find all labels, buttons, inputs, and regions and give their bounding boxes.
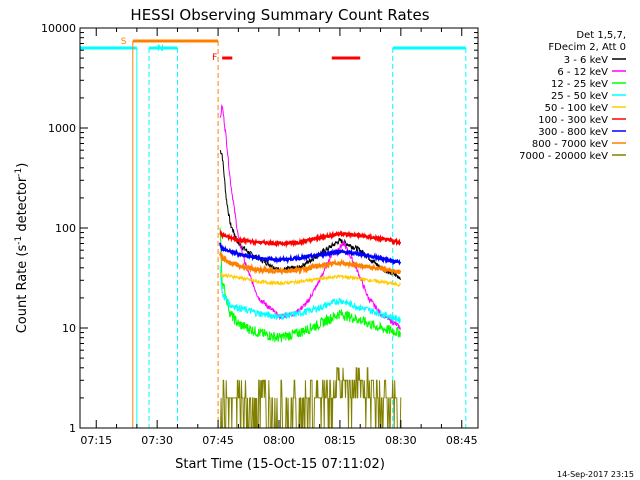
series-line <box>219 229 402 249</box>
marker-label-n: N <box>157 44 164 54</box>
footer-timestamp: 14-Sep-2017 23:15 <box>557 470 634 479</box>
plot-area: S N F 1 10 100 1000 10000 07:15 07:30 07:45 08:00 08… <box>41 22 479 447</box>
x-tick-label: 07:30 <box>141 434 173 447</box>
legend-label: 800 - 7000 keV <box>532 139 608 150</box>
series-line <box>219 104 401 331</box>
y-tick-label: 100 <box>55 222 76 235</box>
x-tick-label: 07:15 <box>80 434 112 447</box>
legend-label: 3 - 6 keV <box>564 55 608 66</box>
legend-label: 300 - 800 keV <box>538 127 608 138</box>
x-tick-label: 07:45 <box>202 434 234 447</box>
legend-header: FDecim 2, Att 0 <box>548 42 626 53</box>
x-tick-label: 08:30 <box>385 434 417 447</box>
series-line <box>219 149 401 281</box>
legend-header: Det 1,5,7, <box>576 30 626 41</box>
x-axis-label: Start Time (15-Oct-15 07:11:02) <box>175 457 385 472</box>
chart-title: HESSI Observing Summary Count Rates <box>130 6 429 24</box>
legend-label: 100 - 300 keV <box>538 115 608 126</box>
legend-label: 6 - 12 keV <box>557 67 608 78</box>
legend-label: 7000 - 20000 keV <box>519 151 608 162</box>
x-tick-label: 08:15 <box>324 434 356 447</box>
series-line <box>220 367 402 429</box>
series-line <box>219 265 401 324</box>
y-tick-label: 10000 <box>41 22 76 35</box>
series-line <box>219 242 402 266</box>
legend-label: 50 - 100 keV <box>545 103 609 114</box>
legend-label: 25 - 50 keV <box>551 91 608 102</box>
y-tick-label: 1000 <box>48 122 76 135</box>
marker-label-f: F <box>212 53 217 63</box>
series-line <box>219 272 401 288</box>
marker-label-s: S <box>121 37 127 47</box>
y-tick-label: 1 <box>69 422 76 435</box>
x-tick-label: 08:45 <box>446 434 478 447</box>
series-line <box>219 227 401 343</box>
y-axis-label: Count Rate (s-1 detector-1) <box>14 163 30 334</box>
series-line <box>219 251 402 276</box>
x-tick-label: 08:00 <box>263 434 295 447</box>
legend-label: 12 - 25 keV <box>551 79 608 90</box>
plot-frame <box>79 27 479 429</box>
y-tick-label: 10 <box>62 322 76 335</box>
